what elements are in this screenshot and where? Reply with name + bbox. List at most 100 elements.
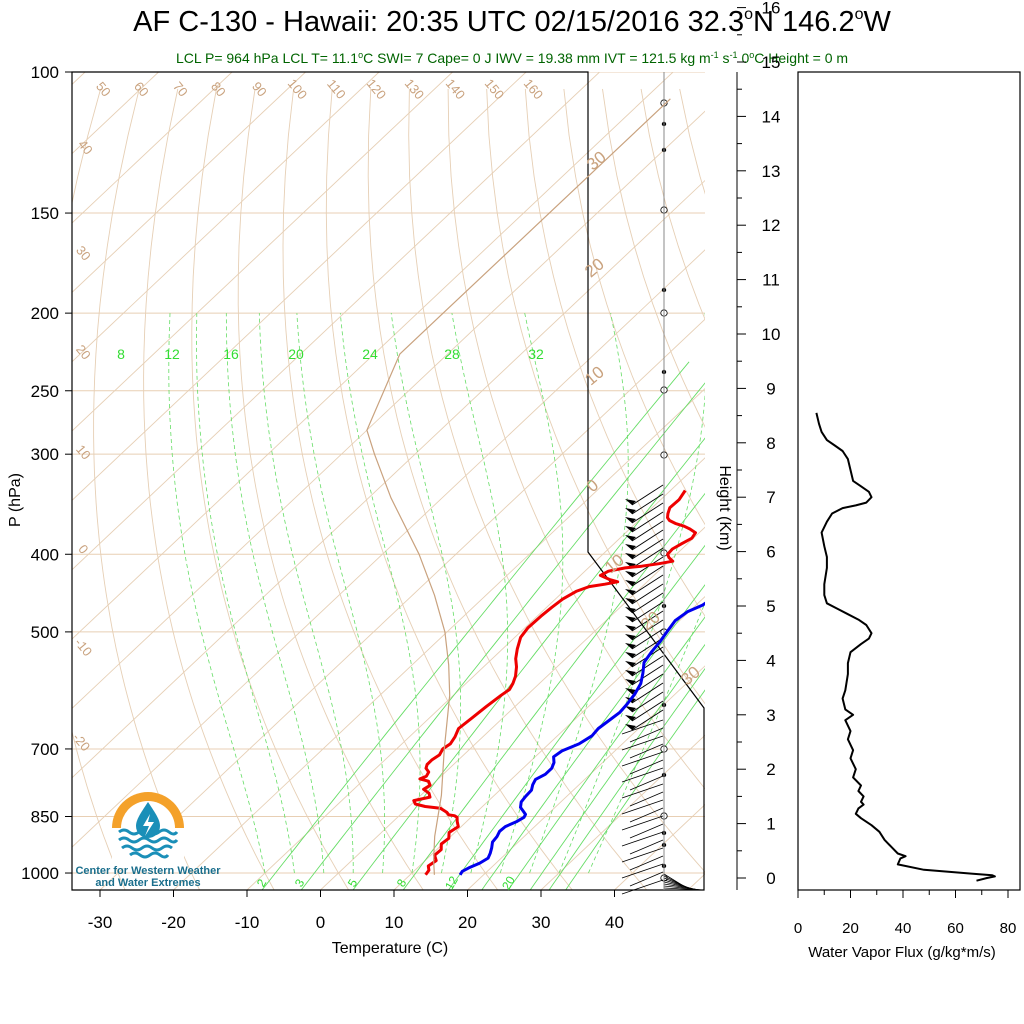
wind-barb: [629, 823, 664, 839]
height-tick-label: 15: [762, 53, 781, 72]
wind-barb-flag: [625, 553, 636, 559]
wind-barb: [631, 637, 664, 659]
height-tick-label: 12: [762, 216, 781, 235]
isotherm: [72, 72, 453, 432]
wind-barb: [621, 815, 664, 831]
wind-barb: [629, 775, 664, 791]
height-tick-label: 8: [766, 434, 775, 453]
moist-adiabat: [196, 313, 295, 874]
wvf-x-tick-label: 20: [842, 920, 859, 937]
mixing-ratio-line: [529, 643, 705, 890]
wind-barb-flag: [625, 634, 636, 640]
wind-barb: [631, 511, 664, 533]
wind-barb: [631, 583, 664, 605]
moist-adiabat: [168, 313, 266, 874]
mixing-ratio-label: 28: [444, 346, 460, 362]
dry-adiabat: [950, 89, 1024, 890]
skewt-axes: -30 -20 -10 0 10 20 30 40 Temperature (C) 100 150 2…: [7, 63, 624, 957]
wind-barb-flag: [625, 598, 636, 604]
isotherm: [72, 110, 705, 710]
wind-barb: [631, 529, 664, 551]
dry-adiabat: [486, 88, 705, 705]
cw3e-logo-text: Center for Western Weather and Water Extr…: [72, 865, 224, 889]
wind-barb: [631, 664, 664, 686]
isotherm: [540, 734, 705, 890]
plot-frame: [71, 71, 705, 891]
dry-adiabat: [282, 88, 499, 890]
wind-barb-flag: [625, 688, 636, 694]
wind-barb: [621, 847, 664, 863]
height-tick-label: 0: [766, 869, 775, 888]
isotherm: [99, 318, 705, 890]
y-tick-label: 250: [31, 382, 59, 401]
x-tick-label: 10: [385, 913, 404, 932]
height-tick-label: 10: [762, 325, 781, 344]
wind-barb: [621, 767, 664, 783]
wind-barb-flag: [625, 625, 636, 631]
wind-barb: [629, 759, 664, 775]
wvf-x-tick-label: 0: [794, 920, 802, 937]
wind-barb: [631, 691, 664, 713]
height-tick-label: 2: [766, 760, 775, 779]
mixing-ratio-label: 32: [528, 346, 544, 362]
y-axis-title: P (hPa): [7, 473, 24, 527]
dry-adiabat: [367, 88, 648, 890]
dry-adiabat: [873, 89, 1024, 890]
moist-adiabat: [390, 313, 461, 874]
wvf-x-tick-label: 40: [895, 920, 912, 937]
dry-adiabat: [408, 88, 705, 873]
dry-adiabat: [325, 88, 573, 890]
wind-barb: [621, 799, 664, 815]
wind-barb-flag: [625, 571, 636, 577]
mixing-ratio-label: 24: [362, 346, 378, 362]
isotherm: [173, 387, 705, 890]
dry-adiabat: [524, 88, 705, 617]
moist-adiabat: [529, 313, 629, 874]
x-tick-label: 40: [605, 913, 624, 932]
y-tick-label: 300: [31, 445, 59, 464]
mixing-ratio-label: 12: [442, 873, 461, 892]
mixing-ratio-line: [300, 382, 705, 890]
y-tick-label: 500: [31, 623, 59, 642]
moist-adiabat: [296, 313, 385, 874]
wind-barb: [631, 520, 664, 542]
mixing-ratio-line: [352, 437, 705, 890]
mixing-ratio-label: 16: [223, 346, 239, 362]
height-tick-label: 16: [762, 0, 781, 18]
dry-adiabat: [72, 88, 126, 890]
wind-barb-flag: [625, 544, 636, 550]
mixing-ratio-line: [481, 584, 705, 890]
wind-barb-flag: [625, 508, 636, 514]
isotherm: [467, 665, 705, 890]
wind-barb: [631, 565, 664, 587]
wind-barb: [629, 807, 664, 823]
y-tick-label: 200: [31, 304, 59, 323]
wind-barb: [629, 727, 664, 743]
isotherm: [72, 179, 705, 779]
height-tick-label: 14: [762, 107, 781, 126]
isotherm: [762, 72, 1024, 890]
height-tick-label: 4: [766, 651, 775, 670]
wind-barb: [631, 493, 664, 515]
mixing-ratio-line: [565, 689, 705, 890]
height-tick-label: 3: [766, 706, 775, 725]
x-tick-label: 0: [316, 913, 325, 932]
cw3e-emblem-icon: [112, 792, 184, 868]
height-tick-label: 6: [766, 543, 775, 562]
wind-barb: [629, 871, 664, 887]
isotherm: [687, 873, 705, 890]
x-tick-label: -10: [235, 913, 260, 932]
wind-barb: [631, 709, 664, 731]
wind-barb: [631, 574, 664, 596]
dewpoint-line: [458, 601, 705, 876]
moist-adiabat: [339, 313, 421, 874]
sounding-lines: [366, 98, 705, 876]
wind-barb: [631, 619, 664, 641]
wind-barb-flag: [625, 643, 636, 649]
height-tick-label: 7: [766, 488, 775, 507]
wvf-frame: [797, 71, 1021, 891]
wind-barb: [629, 791, 664, 807]
wind-barb: [621, 719, 664, 735]
dry-adiabat: [563, 88, 705, 526]
